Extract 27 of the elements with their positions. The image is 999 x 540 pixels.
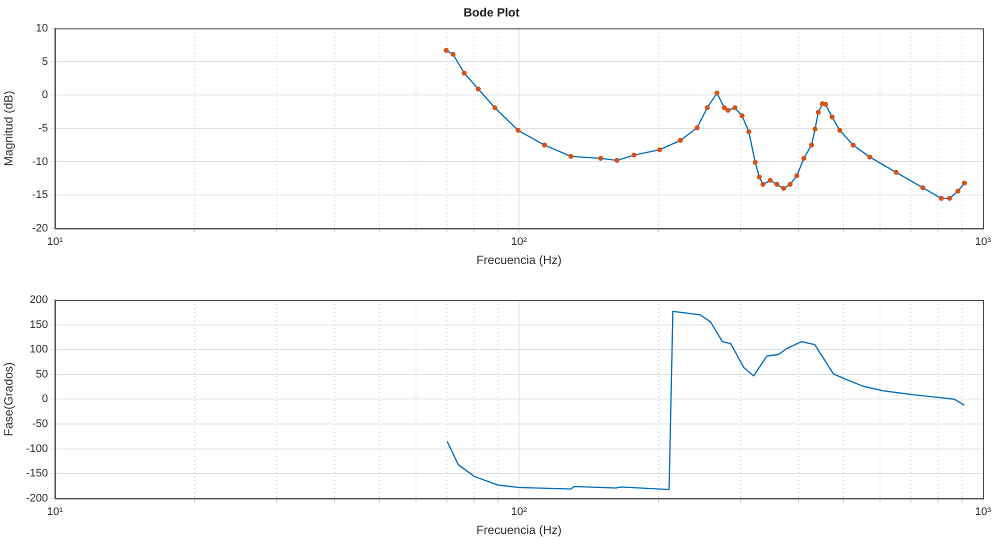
y-tick-label: 0 xyxy=(42,89,48,102)
y-tick-label: -5 xyxy=(38,122,48,134)
y-axis-title: Magnitud (dB) xyxy=(2,90,16,166)
y-tick-label: -15 xyxy=(32,189,48,202)
y-tick-label: 0 xyxy=(42,393,48,406)
x-tick-label: 10³ xyxy=(975,236,992,248)
y-tick-label: 100 xyxy=(30,344,48,356)
x-tick-label: 10² xyxy=(511,236,528,248)
y-tick-label: 150 xyxy=(30,318,48,331)
y-tick-label: -200 xyxy=(26,492,48,504)
x-tick-label: 10² xyxy=(511,506,528,518)
y-tick-label: 200 xyxy=(30,294,48,306)
x-axis-title: Frecuencia (Hz) xyxy=(476,523,562,538)
y-tick-label: -100 xyxy=(26,442,48,455)
y-tick-label: 10 xyxy=(36,22,48,34)
x-tick-label: 10¹ xyxy=(47,236,64,248)
y-tick-label: -150 xyxy=(26,468,48,480)
y-axis-title: Fase(Grados) xyxy=(2,362,16,436)
x-tick-label: 10³ xyxy=(975,506,992,518)
y-tick-label: -50 xyxy=(32,418,48,430)
y-tick-label: 5 xyxy=(42,56,48,68)
y-tick-label: -10 xyxy=(32,156,48,168)
y-tick-label: 50 xyxy=(36,368,48,380)
y-tick-label: -20 xyxy=(32,222,48,234)
chart-title: Bode Plot xyxy=(464,6,520,20)
x-axis-title: Frecuencia (Hz) xyxy=(476,253,562,268)
x-tick-label: 10¹ xyxy=(47,506,64,518)
